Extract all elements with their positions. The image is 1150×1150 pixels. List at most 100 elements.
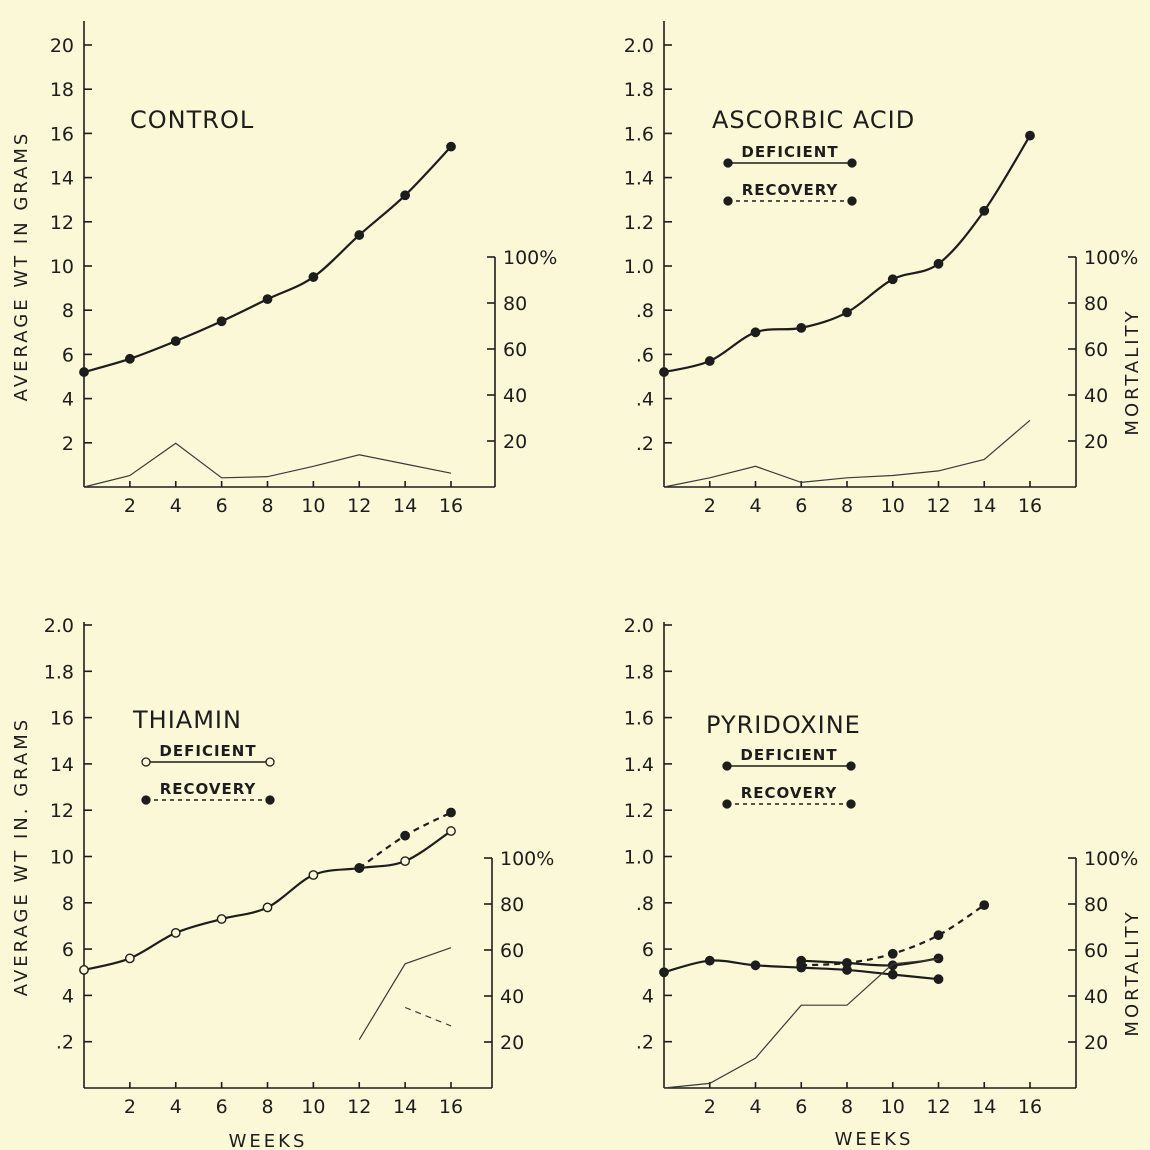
y-tick-label: 14 [50, 168, 74, 190]
y-tick-label: .6 [636, 344, 654, 366]
x-tick-label: 4 [170, 1096, 182, 1118]
y-tick-label: 1.0 [624, 256, 654, 278]
y-tick-label: 1.8 [624, 661, 654, 683]
data-point [796, 322, 807, 333]
x-tick-label: 16 [439, 495, 463, 517]
x-tick-label: 10 [301, 495, 325, 517]
legend-marker [846, 761, 856, 771]
data-point [933, 930, 944, 941]
y-tick-label: 1.0 [624, 847, 654, 869]
data-point [354, 863, 365, 873]
y-tick-label: 12 [50, 800, 74, 822]
x-tick-label: 6 [216, 1096, 228, 1118]
y2-tick-label: 20 [1084, 431, 1108, 453]
legend-marker [846, 799, 856, 809]
chart-panel: .2 4 6 .8 1.0 1.2 1.4 1.6 1.8 2.0 20 40 60 80 100% 2 4 6 8… [624, 615, 1143, 1118]
y-tick-label: 1.6 [624, 708, 654, 730]
y-tick-label: 1.4 [624, 168, 654, 190]
x-tick-label: 12 [347, 495, 371, 517]
data-point [262, 902, 273, 913]
legend-marker [723, 196, 733, 206]
x-tick-label: 12 [926, 495, 950, 517]
x-tick-label: 14 [972, 1096, 996, 1118]
data-point [750, 327, 761, 338]
x-tick-label: 8 [841, 1096, 853, 1118]
y-tick-label: 8 [62, 893, 74, 915]
legend-marker [141, 757, 151, 767]
legend-label: RECOVERY [160, 780, 257, 798]
x-tick-label: 12 [347, 1096, 371, 1118]
y-tick-label: .8 [636, 300, 654, 322]
x-tick-label: 14 [393, 1096, 417, 1118]
y-tick-label: .2 [56, 1032, 74, 1054]
x-tick-label: 10 [881, 1096, 905, 1118]
y2-tick-label: 60 [1084, 339, 1108, 361]
data-point [400, 856, 411, 867]
y2-tick-label: 80 [503, 293, 527, 315]
legend-marker [722, 799, 732, 809]
data-point [750, 960, 761, 971]
legend-marker [723, 158, 733, 168]
x-tick-label: 16 [439, 1096, 463, 1118]
legend-label: RECOVERY [741, 784, 838, 802]
y-axis-title: AVERAGE WT IN GRAMS [11, 131, 32, 402]
panel-title: PYRIDOXINE [706, 711, 861, 739]
data-point [79, 965, 89, 975]
mortality-line [83, 442, 452, 488]
data-point [124, 353, 135, 364]
data-point [262, 294, 273, 305]
y2-tick-label: 40 [503, 385, 527, 407]
y2-tick-label: 40 [500, 986, 524, 1008]
x-tick-label: 14 [972, 495, 996, 517]
data-point [933, 953, 944, 964]
y-tick-label: 4 [62, 985, 74, 1007]
x-tick-label: 10 [881, 495, 905, 517]
y-tick-label: 6 [642, 939, 654, 961]
x-tick-label: 16 [1018, 1096, 1042, 1118]
y2-tick-label: 40 [1084, 986, 1108, 1008]
data-point [446, 826, 456, 836]
panel-title: CONTROL [130, 106, 254, 134]
data-point [887, 960, 898, 971]
mortality-line [358, 947, 452, 1041]
data-point [79, 367, 89, 377]
y-tick-label: 18 [50, 79, 74, 101]
x-tick-label: 2 [704, 1096, 716, 1118]
x-tick-label: 8 [841, 495, 853, 517]
legend-label: DEFICIENT [159, 742, 256, 760]
data-point [308, 272, 319, 282]
data-point [308, 870, 319, 880]
y-tick-label: 2.0 [624, 615, 654, 637]
y2-tick-label: 20 [503, 431, 527, 453]
mortality-line [663, 419, 1031, 488]
x-axis-title: WEEKS [229, 1131, 308, 1150]
x-tick-label: 4 [749, 495, 761, 517]
data-point [887, 948, 898, 959]
data-point [170, 336, 181, 347]
y-tick-label: .2 [636, 433, 654, 455]
y2-tick-label: 100% [500, 848, 554, 870]
x-tick-label: 2 [124, 495, 136, 517]
legend-marker [847, 158, 857, 168]
x-tick-label: 6 [795, 495, 807, 517]
y-tick-label: 6 [62, 939, 74, 961]
x-tick-label: 2 [704, 495, 716, 517]
data-point [216, 914, 227, 924]
x-tick-label: 4 [170, 495, 182, 517]
data-point [887, 274, 898, 285]
x-tick-label: 12 [926, 1096, 950, 1118]
y-tick-label: 8 [62, 300, 74, 322]
y-tick-label: .4 [636, 389, 654, 411]
x-tick-label: 2 [124, 1096, 136, 1118]
data-point [704, 356, 715, 366]
y-tick-label: 1.4 [624, 754, 654, 776]
y2-tick-label: 80 [1084, 293, 1108, 315]
panel-title: ASCORBIC ACID [712, 106, 915, 134]
y-tick-label: 16 [50, 708, 74, 730]
data-point [400, 190, 411, 201]
y-tick-label: 1.6 [624, 123, 654, 145]
data-point [124, 953, 135, 964]
chart-panel: 2 4 6 8 10 12 14 16 18 20 20 40 60 80 100% 2 4 6 8 10 12 14 16… [11, 21, 557, 517]
weight-line [801, 957, 939, 967]
